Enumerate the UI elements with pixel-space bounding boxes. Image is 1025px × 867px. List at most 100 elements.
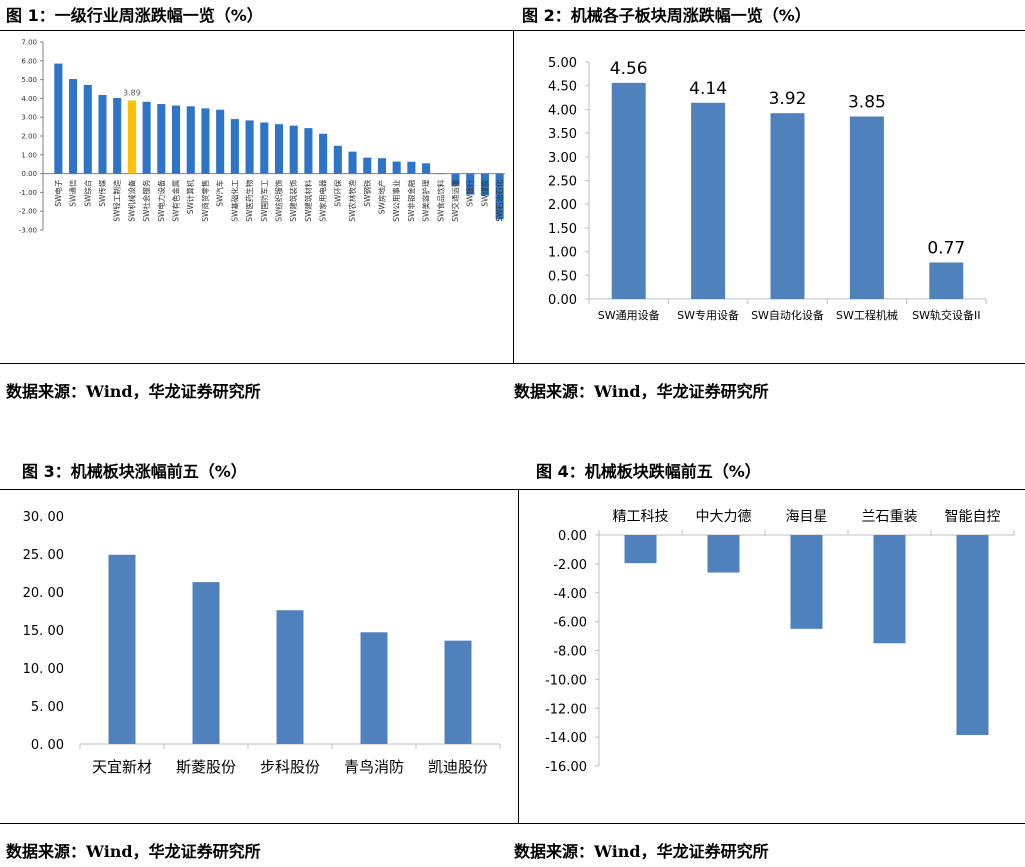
bar — [230, 119, 239, 174]
y-tick-label: -6.00 — [553, 616, 587, 631]
bar — [69, 79, 78, 174]
x-tick-label: SW轨交设备II — [912, 308, 980, 322]
x-tick-label: SW通信 — [68, 179, 78, 207]
bar — [54, 63, 63, 174]
bar — [216, 109, 225, 174]
data-label: 0.77 — [927, 239, 965, 259]
y-tick-label: -2.00 — [19, 208, 37, 216]
bar — [873, 535, 906, 644]
bar — [407, 161, 416, 174]
x-tick-label: SW专用设备 — [677, 308, 739, 322]
x-tick-label: SW建筑装饰 — [288, 179, 298, 222]
x-tick-label: SW石油石化 — [494, 179, 504, 222]
y-tick-label: -1.00 — [19, 189, 37, 197]
y-tick-label: -8.00 — [553, 645, 587, 660]
bar — [113, 98, 122, 174]
bar — [707, 535, 740, 573]
bar — [201, 108, 210, 174]
y-tick-label: 7.00 — [21, 39, 37, 47]
x-tick-label: SW汽车 — [215, 179, 225, 207]
x-tick-label: 中大力德 — [696, 509, 752, 525]
x-tick-label: SW钢铁 — [362, 179, 372, 207]
y-tick-label: 2.50 — [548, 175, 577, 190]
x-tick-label: 兰石重装 — [862, 509, 918, 525]
x-tick-label: 智能自控 — [945, 509, 1001, 525]
x-tick-label: SW非银金融 — [406, 179, 416, 222]
chart-1-industry-weekly-change: 7.00 6.00 5.00 4.00 3.00 2.00 1.00 0.00 -1.00 -2.… — [19, 39, 505, 235]
y-tick-label: 30. 00 — [23, 510, 64, 525]
y-tick-label: 3.00 — [21, 114, 37, 122]
x-tick-label: SW农林牧渔 — [347, 179, 357, 222]
y-tick-label: 5. 00 — [31, 700, 64, 715]
bar — [466, 173, 475, 195]
x-tick-label: SW医药生物 — [244, 179, 254, 222]
x-tick-label: 青鸟消防 — [344, 758, 404, 776]
lower-top-divider-line — [0, 489, 1025, 490]
bar — [495, 173, 504, 220]
y-tick-label: 1.00 — [548, 246, 577, 261]
data-label: 4.56 — [610, 59, 648, 79]
figure-1-source: 数据来源：Wind，华龙证券研究所 — [6, 382, 261, 401]
x-tick-label: SW电力设备 — [156, 179, 166, 222]
bar — [392, 161, 401, 174]
bar — [260, 122, 269, 174]
y-tick-label: 20. 00 — [23, 586, 64, 601]
bar — [274, 124, 284, 174]
y-tick-label: 0.00 — [21, 170, 37, 178]
bar — [691, 102, 726, 299]
x-tick-label: 凯迪股份 — [428, 758, 488, 776]
x-tick-label: SW纺织服饰 — [274, 179, 284, 222]
x-tick-label: SW社会服务 — [141, 179, 151, 222]
x-tick-label: SW银行 — [465, 179, 475, 207]
y-tick-label: 0.00 — [548, 293, 577, 308]
x-tick-label: SW工程机械 — [836, 308, 898, 322]
y-tick-label: -14.00 — [545, 731, 587, 746]
y-tick-label: 2.00 — [21, 133, 37, 141]
bar — [929, 262, 964, 299]
figure-2-source: 数据来源：Wind，华龙证券研究所 — [514, 382, 769, 401]
bar — [480, 173, 489, 196]
figure-3-source: 数据来源：Wind，华龙证券研究所 — [6, 842, 261, 861]
bar — [319, 133, 328, 174]
x-tick-label: SW有色金属 — [171, 180, 181, 222]
y-tick-label: 0.00 — [558, 529, 587, 544]
bar — [770, 113, 805, 299]
y-tick-label: 25. 00 — [23, 548, 64, 563]
x-tick-label: SW机械设备 — [126, 179, 136, 222]
bar — [333, 145, 342, 174]
y-tick-label: 3.00 — [548, 151, 577, 166]
y-tick-label: 10. 00 — [23, 662, 64, 677]
bar — [186, 106, 195, 174]
lower-middle-divider-line — [518, 489, 519, 824]
y-tick-label: 4.00 — [21, 95, 37, 103]
x-tick-label: SW房地产 — [376, 180, 386, 215]
x-tick-label: 海目星 — [786, 509, 828, 525]
y-tick-label: 0. 00 — [31, 738, 64, 753]
bar — [171, 105, 181, 174]
bar — [245, 120, 254, 174]
x-tick-label: SW国防军工 — [259, 179, 269, 222]
x-tick-label: SW综合 — [82, 179, 92, 207]
y-tick-label: 5.00 — [21, 76, 37, 84]
figure-1-title: 图 1：一级行业周涨跌幅一览（%） — [6, 6, 263, 25]
bar — [444, 640, 472, 744]
bar — [83, 84, 92, 174]
y-tick-label: -4.00 — [553, 587, 587, 602]
y-tick-label: 1.00 — [21, 151, 37, 159]
x-tick-label: SW轻工制造 — [112, 179, 122, 222]
bar — [363, 157, 372, 174]
bar — [348, 151, 357, 174]
y-tick-label: 15. 00 — [23, 624, 64, 639]
bar — [436, 173, 445, 175]
y-tick-label: -12.00 — [545, 702, 587, 717]
y-tick-label: 3.50 — [548, 127, 577, 142]
figure-3-title: 图 3：机械板块涨幅前五（%） — [22, 462, 247, 481]
x-tick-label: SW基础化工 — [229, 179, 239, 222]
y-tick-label: -2.00 — [553, 558, 587, 573]
figure-4-title: 图 4：机械板块跌幅前五（%） — [536, 462, 761, 481]
x-tick-label: SW传媒 — [97, 179, 107, 207]
x-tick-label: SW公用事业 — [391, 179, 401, 222]
y-tick-label: -16.00 — [545, 760, 587, 775]
bar — [422, 163, 431, 174]
x-tick-label: SW家用电器 — [318, 179, 328, 222]
